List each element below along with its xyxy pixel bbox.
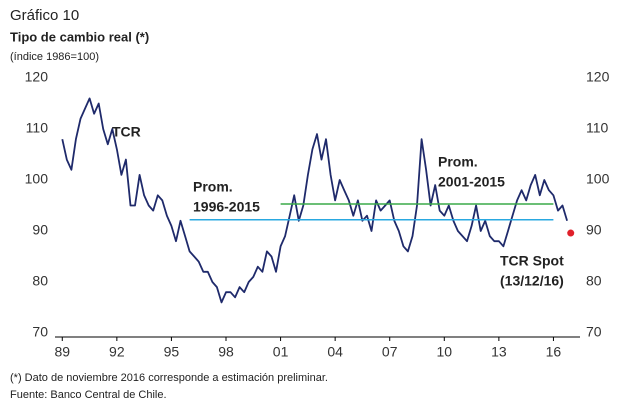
x-tick-label: 04 — [327, 344, 343, 360]
x-tick-label: 16 — [546, 344, 562, 360]
x-tick-label: 92 — [109, 344, 125, 360]
x-tick-label: 13 — [491, 344, 507, 360]
y-tick-label: 70 — [32, 324, 48, 340]
chart-subtitle: Tipo de cambio real (*) — [10, 29, 149, 44]
series-label: TCR — [112, 124, 141, 140]
series-label: TCR Spot — [500, 253, 564, 269]
y-tick-label: 110 — [26, 120, 49, 136]
y2-tick-label: 120 — [586, 69, 610, 85]
y2-tick-label: 90 — [586, 222, 602, 238]
x-tick-label: 89 — [54, 344, 70, 360]
y2-tick-label: 70 — [586, 324, 602, 340]
series-label: Prom. — [438, 154, 478, 170]
chart-title: Gráfico 10 — [10, 7, 79, 24]
y-tick-label: 120 — [25, 69, 49, 85]
x-tick-label: 01 — [273, 344, 289, 360]
source: Fuente: Banco Central de Chile. — [10, 389, 167, 401]
series-label: (13/12/16) — [500, 273, 564, 289]
x-tick-label: 10 — [437, 344, 453, 360]
unit-label: (índice 1986=100) — [10, 51, 99, 63]
y-tick-label: 90 — [32, 222, 48, 238]
y-tick-label: 100 — [25, 171, 49, 187]
y2-tick-label: 100 — [586, 171, 610, 187]
series-label: 1996-2015 — [193, 199, 260, 215]
x-tick-label: 95 — [164, 344, 180, 360]
x-tick-label: 07 — [382, 344, 398, 360]
series-label: Prom. — [193, 179, 233, 195]
footnote: (*) Dato de noviembre 2016 corresponde a… — [10, 372, 328, 384]
x-tick-label: 98 — [218, 344, 234, 360]
series-line — [61, 97, 568, 304]
spot-point — [567, 229, 575, 237]
y2-tick-label: 80 — [586, 273, 602, 289]
series-label: 2001-2015 — [438, 174, 505, 190]
y2-tick-label: 110 — [586, 120, 609, 136]
y-tick-label: 80 — [32, 273, 48, 289]
